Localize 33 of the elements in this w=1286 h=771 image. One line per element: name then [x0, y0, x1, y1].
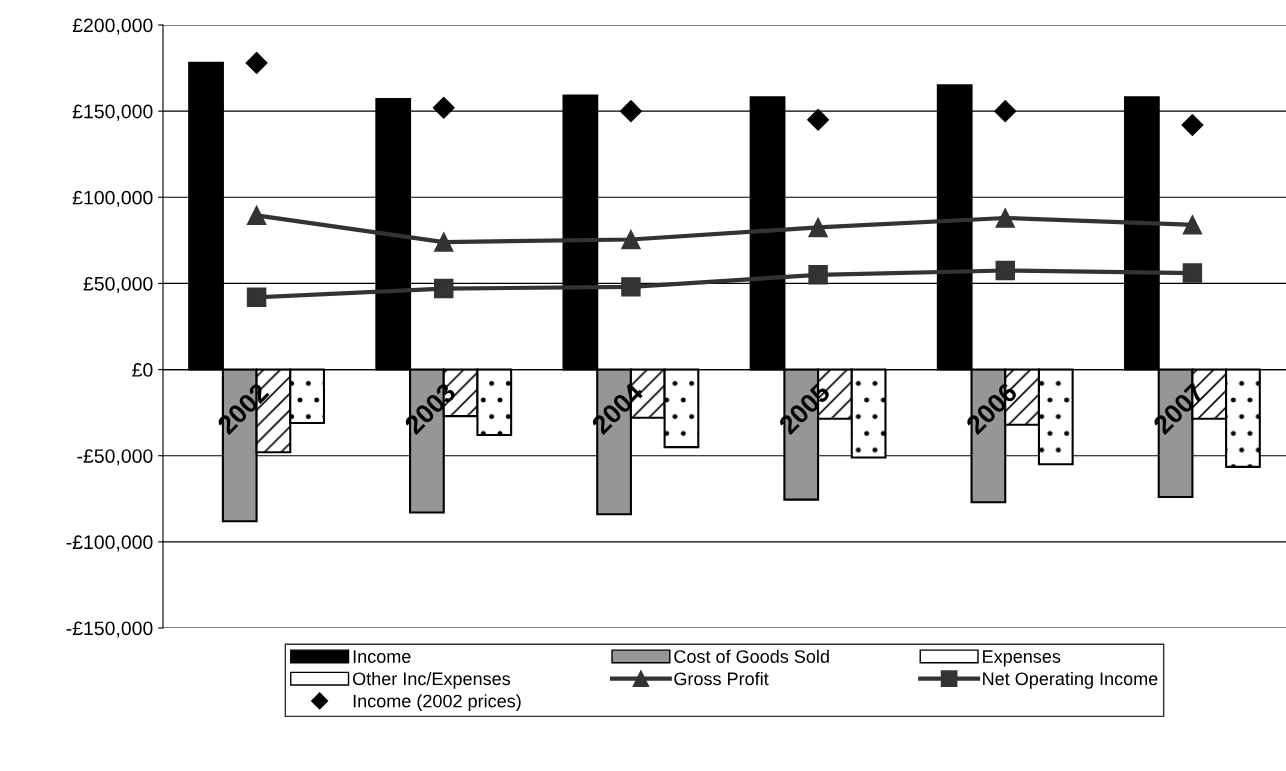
point [432, 96, 455, 119]
legend-label: Other Inc/Expenses [353, 671, 511, 689]
point [246, 287, 267, 307]
y-tick-label: -£150,000 [66, 621, 153, 638]
point [621, 277, 641, 297]
y-tick-label: -£100,000 [66, 535, 153, 552]
y-tick-label: £200,000 [72, 18, 153, 35]
point [245, 51, 268, 74]
point [995, 208, 1015, 228]
y-tick-label: £0 [132, 363, 153, 377]
point [995, 260, 1015, 281]
y-tick-label: £100,000 [72, 190, 153, 207]
point [808, 217, 828, 238]
point [807, 108, 830, 131]
point [246, 205, 267, 226]
point [434, 278, 454, 299]
point [619, 100, 642, 123]
legend-label: Income (2002 prices) [353, 694, 521, 712]
y-tick-label: £50,000 [83, 276, 153, 293]
legend-label: Expenses [983, 650, 1061, 667]
legend-label: Income [353, 650, 411, 663]
legend-label: Gross Profit [674, 671, 769, 686]
legend-label: Cost of Goods Sold [674, 649, 829, 663]
point [434, 232, 454, 252]
y-tick-label: -£50,000 [77, 449, 153, 466]
point [808, 265, 828, 285]
point [1182, 215, 1203, 235]
y-tick-label: £150,000 [72, 104, 153, 121]
point [994, 100, 1017, 123]
point [621, 229, 641, 250]
legend-label: Net Operating Income [983, 671, 1158, 689]
point [1182, 263, 1203, 283]
point [1181, 113, 1204, 136]
